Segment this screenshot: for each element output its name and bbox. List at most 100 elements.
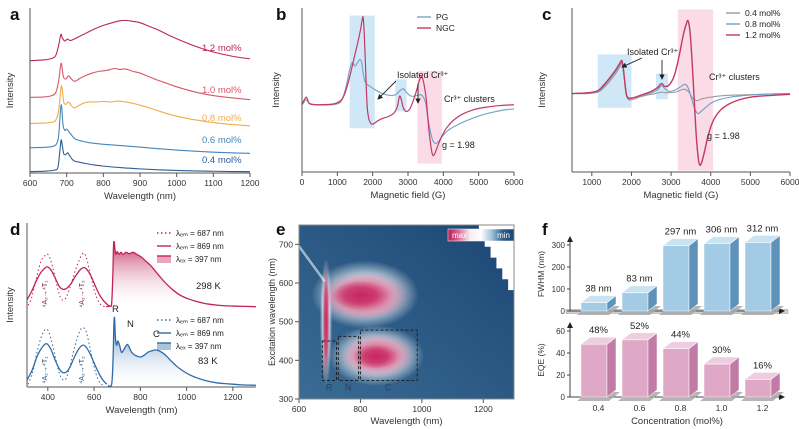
panel-c-chart: 1000 2000 3000 4000 5000 6000 Magnetic field (… <box>537 8 799 201</box>
annotation: N <box>127 319 134 330</box>
x-axis-title: Magnetic field (G) <box>371 190 446 201</box>
legend: λₑₘ = 687 nm λₑₘ = 869 nm λₑₓ = 397 nm <box>157 316 224 351</box>
series-0.8 mol% <box>29 85 251 127</box>
series-83K λex=397nm emission <box>107 316 257 388</box>
panel-a-chart: 600 700 800 900 1000 1100 1200 Wavelength (nm) I… <box>5 8 260 202</box>
legend-label: PG <box>436 12 448 22</box>
x-tick-label: 0.4 <box>593 403 605 413</box>
x-tick-label: 600 <box>87 392 101 402</box>
y-axis-title: Intensity <box>537 72 548 108</box>
y-axis-title: Intensity <box>5 73 16 109</box>
x-tick-label: 5000 <box>741 177 760 187</box>
colorbar: max min <box>447 228 515 242</box>
series-1.2 mol% <box>571 19 791 166</box>
series-298K λem=869nm excitation <box>26 266 111 307</box>
panel-f-label: f <box>542 220 548 239</box>
bar-top <box>702 356 741 365</box>
shaded-region-0 <box>597 54 632 108</box>
annotation-arrow <box>377 80 397 100</box>
x-tick-label: 800 <box>96 178 110 188</box>
y-tick-label: 0 <box>561 393 566 402</box>
x-axis-title: Wavelength (nm) <box>371 416 443 427</box>
bar-top <box>620 332 659 341</box>
x-tick-label: 3000 <box>662 177 681 187</box>
legend-label: λₑₓ = 397 nm <box>176 255 222 264</box>
annotation: 1.0 mol% <box>202 85 242 96</box>
bar-side <box>770 234 781 312</box>
annotation: 0.8 mol% <box>202 113 242 124</box>
bar-side <box>729 235 740 312</box>
x-tick-label: 1000 <box>328 177 347 187</box>
x-tick-label: 1200 <box>223 392 242 402</box>
panel-b-label: b <box>276 5 287 24</box>
bar-front <box>662 348 690 398</box>
y-axis-title: Intensity <box>5 287 16 323</box>
bar-front <box>744 379 772 398</box>
shaded-region-1 <box>656 73 668 100</box>
bar-value-label: 30% <box>712 345 732 356</box>
bar-value-label: 16% <box>753 360 773 371</box>
x-tick-label: 2000 <box>622 177 641 187</box>
x-tick-label: 1200 <box>241 178 260 188</box>
x-axis-title: Magnetic field (G) <box>644 190 719 201</box>
bar-side <box>688 237 699 312</box>
region-label-N: N <box>345 382 352 392</box>
axes: 400 600 800 1000 1200 Wavelength (nm) Intensit… <box>5 223 256 416</box>
series-298K λem=687nm excitation <box>27 252 106 308</box>
annotation: C <box>153 329 160 340</box>
series-1.0 mol% <box>29 62 251 101</box>
series-fill-83K λex=397nm emission <box>107 317 256 387</box>
x-tick-label: 0.6 <box>634 403 646 413</box>
bar-top <box>620 285 659 294</box>
y-tick-label: 40 <box>556 349 565 358</box>
shaded-region-2 <box>417 71 442 164</box>
annotation: 0.4 mol% <box>202 155 242 166</box>
x-tick-label: 1000 <box>167 178 186 188</box>
panel-f: f 0 100 200 300 FWHM (nm) 38 nm 83 nm 297 nm 306… <box>532 215 799 429</box>
x-tick-label: 4000 <box>701 177 720 187</box>
annotation: Cr³⁺ clusters <box>709 72 760 82</box>
x-tick-label: 900 <box>133 178 147 188</box>
series-PG <box>301 58 515 145</box>
legend-label: 0.4 mol% <box>745 8 781 18</box>
y-axis-title: Excitation wavelength (nm) <box>267 258 277 366</box>
legend: 0.4 mol%0.8 mol%1.2 mol% <box>726 8 781 40</box>
bar-top <box>702 236 741 245</box>
annotation: 0.6 mol% <box>202 135 242 146</box>
bar-top <box>661 341 700 349</box>
intensity-blob <box>322 263 330 380</box>
series-0.4 mol% <box>29 139 251 173</box>
bar-top <box>743 372 782 380</box>
series-group <box>301 16 515 157</box>
series-0.8 mol% <box>571 61 791 115</box>
series-1.2 mol% <box>29 19 251 62</box>
bar-value-label: 306 nm <box>706 225 738 236</box>
x-axis-title: Wavelength (nm) <box>106 405 178 416</box>
series-group <box>26 240 257 388</box>
bar-value-label: 83 nm <box>626 274 652 285</box>
bar-value-label: 44% <box>671 330 691 341</box>
annotation: g = 1.98 <box>707 131 740 141</box>
axes: 600 800 1000 1200 300 400 500 600 700 Wavelength … <box>267 224 515 427</box>
y-axis-title: Intensity <box>271 72 282 108</box>
intensity-blob <box>331 280 390 311</box>
bar-front <box>580 302 608 312</box>
x-tick-label: 6000 <box>781 177 799 187</box>
bar-front <box>662 245 690 312</box>
series-83K λem=869nm excitation <box>26 343 108 385</box>
series-NGC <box>301 16 515 157</box>
annotation: 1.2 mol% <box>202 43 242 54</box>
bar-front <box>621 292 649 312</box>
y-tick-label: 200 <box>552 263 566 272</box>
x-tick-label: 6000 <box>505 177 524 187</box>
bar-side <box>647 332 658 398</box>
legend-label: λₑₘ = 687 nm <box>176 316 224 325</box>
series-0.6 mol% <box>29 104 251 154</box>
x-tick-label: 1200 <box>474 404 493 414</box>
bar-chart-FWHM (nm): 0 100 200 300 FWHM (nm) 38 nm 83 nm 297 nm 306 n… <box>536 223 789 316</box>
bar-value-label: 297 nm <box>665 227 697 238</box>
